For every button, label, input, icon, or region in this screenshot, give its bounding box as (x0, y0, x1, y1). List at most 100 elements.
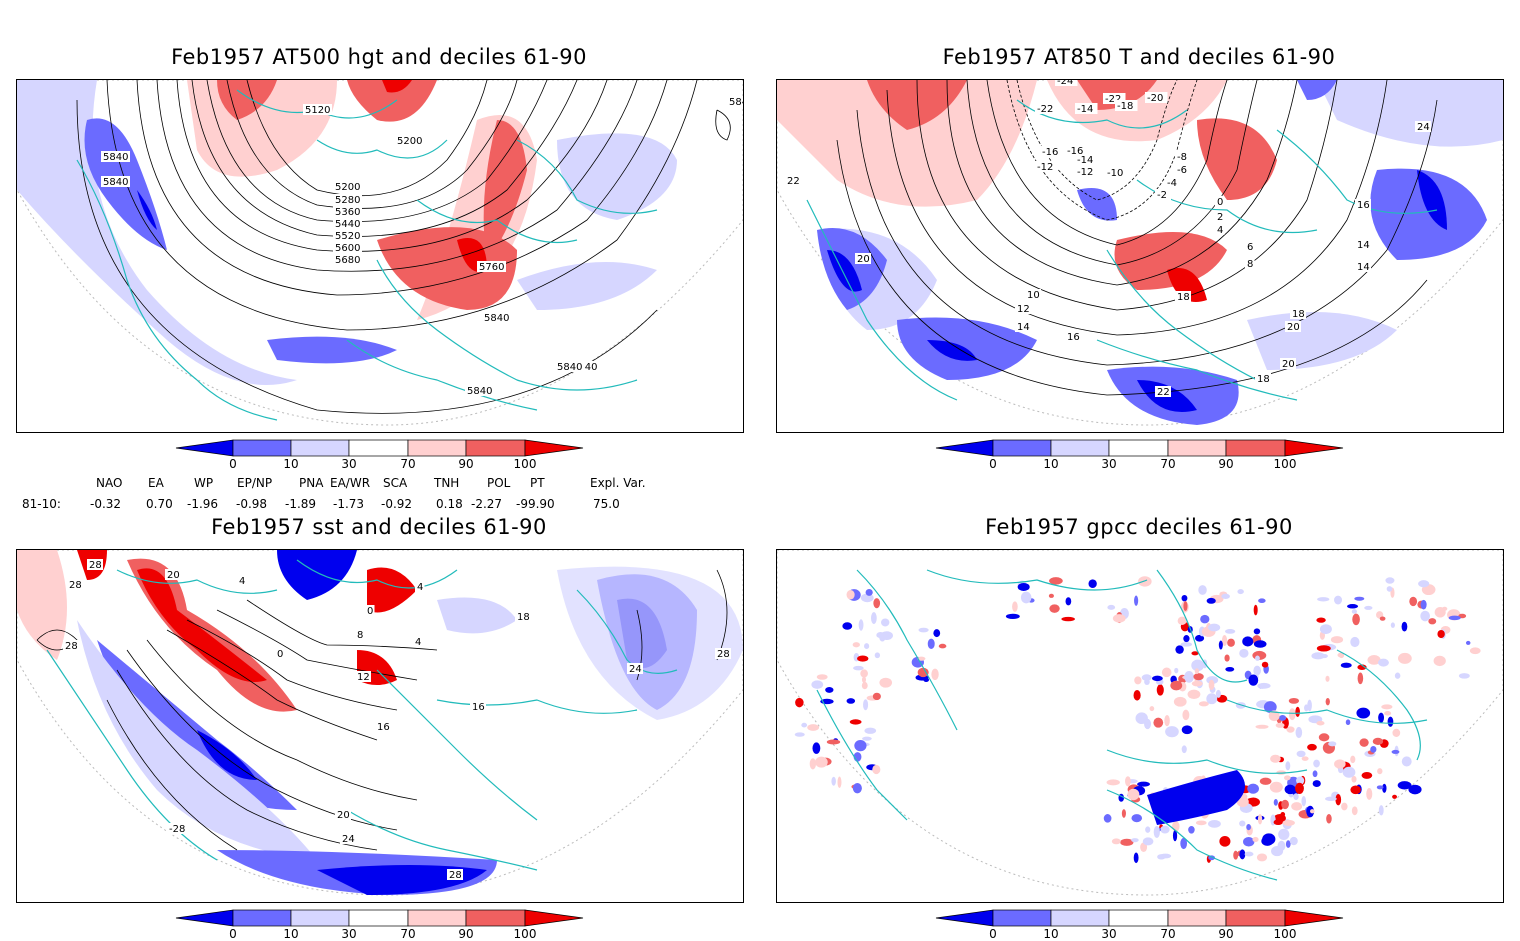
colorbar-segment (1050, 439, 1110, 457)
precip-decile-patch (1286, 726, 1295, 733)
precip-decile-patch (1239, 849, 1246, 860)
colorbar-segment (348, 909, 409, 927)
contour-label: -16 (1067, 146, 1083, 157)
index-value-epnp: -0.98 (236, 497, 268, 511)
precip-decile-patch (1256, 853, 1268, 862)
contour-label-bg (515, 611, 531, 622)
precip-decile-patch (1288, 697, 1300, 704)
contour-label: 16 (377, 722, 390, 733)
colorbar-bottom-left: 0 10 30 70 90 100 (175, 909, 585, 941)
contour-label: 4 (1217, 225, 1223, 236)
precip-decile-patch (1193, 673, 1204, 681)
contour-label-bg (1025, 289, 1041, 300)
contour-label-bg (1105, 167, 1128, 178)
contour-label-bg (333, 194, 362, 205)
contour-label-bg (1245, 241, 1255, 252)
contour-label-bg (1355, 239, 1371, 250)
precip-decile-patch (1253, 628, 1261, 635)
precip-decile-patch (1253, 665, 1261, 676)
colorbar-svg (175, 439, 584, 457)
precip-decile-patch (861, 676, 866, 683)
colorbar-segment (175, 439, 234, 457)
precip-decile-patch (1153, 717, 1164, 728)
contour-label: 24 (342, 834, 355, 845)
precip-decile-patch (1020, 591, 1032, 604)
colorbar-tick-label: 10 (1043, 927, 1059, 941)
precip-decile-patch (825, 687, 834, 693)
colorbar-tick-label: 10 (283, 927, 299, 941)
precip-decile-patch (1448, 615, 1461, 621)
precip-decile-patch (795, 697, 804, 708)
contour-label-bg (375, 721, 391, 732)
precip-decile-patch (854, 740, 867, 752)
precip-decile-patch (1376, 785, 1384, 790)
contour-label: -28 (169, 824, 185, 835)
index-value-explvar: 75.0 (593, 497, 620, 511)
contour-label-bg (333, 218, 362, 229)
colorbar-tick-label: 70 (1160, 457, 1176, 471)
contour-label: 20 (1282, 359, 1295, 370)
colorbar-segment (1108, 909, 1169, 927)
contour-label-bg (465, 385, 494, 396)
precip-decile-patch (1103, 814, 1112, 823)
contour-label-bg (1255, 373, 1271, 384)
contour-label: 28 (89, 560, 102, 571)
contour-label-bg (1115, 100, 1138, 111)
contour-label-bg (1065, 145, 1088, 156)
precip-decile-patch (1157, 854, 1166, 860)
contour-label: -22 (1037, 104, 1053, 115)
precip-decile-patch (1469, 647, 1481, 655)
colorbar-tick-label: 0 (989, 927, 997, 941)
map-gpcc-svg (777, 550, 1503, 896)
contour-label-bg (570, 361, 599, 372)
precip-decile-patch (1328, 741, 1337, 747)
contour-label-bg (1155, 386, 1171, 397)
precip-decile-patch (816, 674, 828, 680)
contour-label-bg (1075, 166, 1098, 177)
contour-label-bg (855, 253, 871, 264)
precip-decile-patch (1295, 782, 1304, 794)
contour-label: 5680 (335, 255, 360, 266)
contour-label: 4 (415, 637, 421, 648)
precip-decile-patch (1221, 634, 1228, 647)
precip-decile-patch (1293, 793, 1299, 801)
contour-label-bg (715, 648, 731, 659)
contour-label: 6 (1247, 242, 1253, 253)
contour-label-bg (333, 230, 362, 241)
precip-decile-patch (861, 681, 868, 690)
precip-decile-patch (1049, 577, 1063, 585)
contour-label-bg (1355, 261, 1371, 272)
index-row-label: 81-10: (22, 497, 61, 511)
contour-label: -12 (1037, 162, 1053, 173)
map-t850-svg: -24-22-22 -20-18-16-14-14-12 -10-8-6-4-202… (777, 80, 1503, 426)
precip-decile-patch (1401, 621, 1408, 632)
precip-decile-patch (1174, 667, 1179, 674)
precip-decile-patch (815, 756, 828, 768)
precip-decile-patch (1258, 598, 1266, 604)
contour-label-bg (1075, 103, 1098, 114)
precip-decile-patch (1295, 706, 1300, 717)
contour-label: 28 (69, 580, 82, 591)
precip-decile-patch (1278, 828, 1290, 841)
index-value-sca: -0.92 (381, 497, 413, 511)
precip-decile-patch (831, 776, 836, 786)
contour-label: 24 (1417, 122, 1430, 133)
precip-decile-patch (1325, 675, 1330, 682)
precip-decile-patch (1359, 738, 1369, 747)
contour-label-bg (1175, 164, 1191, 175)
precip-decile-patch (1135, 712, 1148, 725)
colorbar-segment (1225, 909, 1286, 927)
colorbar-tick-label: 0 (989, 457, 997, 471)
colorbar-tick-label: 90 (1218, 927, 1234, 941)
precip-decile-patch (801, 722, 808, 728)
contour-label-bg (785, 175, 801, 186)
contour-label-bg (167, 823, 190, 834)
contour-label-bg (165, 569, 181, 580)
precip-decile-patch (1206, 597, 1216, 604)
contour-label-bg (1155, 189, 1171, 200)
contour-label: 10 (1027, 290, 1040, 301)
colorbar-bottom-right: 0 10 30 70 90 100 (935, 909, 1345, 941)
index-header-sca: SCA (383, 476, 408, 490)
contour-label-bg (447, 869, 463, 880)
precip-decile-patch (1325, 697, 1330, 706)
